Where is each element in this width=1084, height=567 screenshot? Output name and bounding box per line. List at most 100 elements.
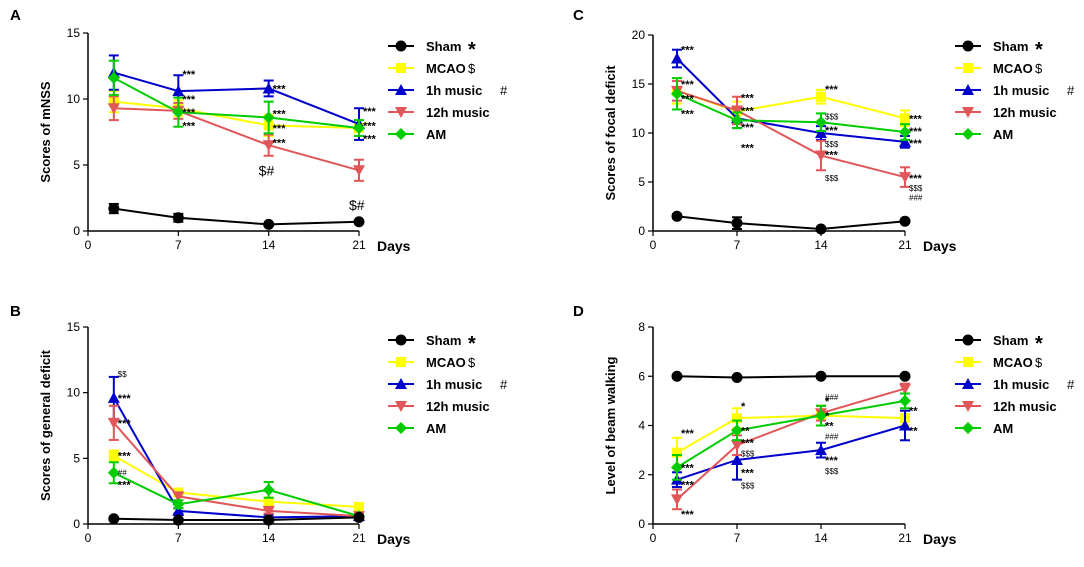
y-tick-label: 0 <box>73 224 80 238</box>
y-tick-label: 5 <box>638 175 645 189</box>
y-tick-label: 0 <box>638 517 645 531</box>
data-point <box>899 383 911 395</box>
data-point <box>900 113 910 124</box>
x-tick-label: 7 <box>734 531 741 545</box>
significance-mark: ** <box>909 406 918 418</box>
significance-mark: *** <box>363 120 377 132</box>
series-line <box>113 100 360 130</box>
series-12h-music <box>671 382 911 511</box>
legend-marker <box>963 63 973 73</box>
data-point <box>172 212 184 224</box>
data-point <box>815 370 827 382</box>
significance-mark: *** <box>118 393 132 405</box>
legend-marker <box>395 84 407 95</box>
y-tick-label: 15 <box>67 26 81 40</box>
significance-mark: $# <box>259 163 275 179</box>
data-point <box>172 106 185 119</box>
legend-marker <box>395 422 407 434</box>
x-tick-label: 7 <box>734 238 741 252</box>
data-point <box>262 82 275 94</box>
data-point <box>172 491 185 503</box>
significance-mark: *** <box>182 94 196 106</box>
significance-mark: *** <box>273 123 287 135</box>
x-tick-label: 14 <box>262 238 276 252</box>
series-mcao <box>672 404 910 469</box>
y-tick-label: 15 <box>632 77 646 91</box>
data-point <box>262 140 275 152</box>
data-point <box>353 165 365 177</box>
legend-label: MCAO <box>993 355 1033 370</box>
data-point <box>731 217 743 229</box>
x-tick-label: 14 <box>814 531 828 545</box>
legend-marker <box>395 128 407 140</box>
x-axis-label: Days <box>923 238 957 254</box>
data-point <box>815 116 827 129</box>
y-axis-label: Level of beam walking <box>603 356 618 494</box>
data-point <box>172 504 185 516</box>
significance-annotations: ************************$#*********$# <box>182 69 376 213</box>
series-line <box>676 57 906 143</box>
x-tick-label: 7 <box>175 531 182 545</box>
data-point <box>671 461 683 474</box>
y-tick-label: 5 <box>73 451 80 465</box>
x-tick-label: 0 <box>85 238 92 252</box>
data-point <box>731 114 743 127</box>
legend-label: Sham <box>993 333 1028 348</box>
significance-mark: *** <box>825 150 839 162</box>
significance-mark: *** <box>681 79 695 91</box>
legend-significance-symbol: $ <box>468 355 476 370</box>
series-line <box>113 207 360 226</box>
series-sham <box>671 370 911 383</box>
significance-mark: *** <box>909 113 923 125</box>
data-point <box>899 172 911 184</box>
legend-marker <box>962 378 974 389</box>
legend: Sham *MCAO $1h music #12h music AM <box>388 333 508 436</box>
series-line <box>676 215 906 231</box>
data-point <box>815 409 827 422</box>
significance-mark: ** <box>741 425 750 437</box>
legend-marker <box>396 357 406 367</box>
significance-annotations: ******************$$$***$$$*###***###***… <box>681 393 918 521</box>
significance-mark: *** <box>118 480 132 492</box>
data-point <box>671 52 683 64</box>
significance-mark: *** <box>825 125 839 137</box>
series-1h-music <box>107 375 365 523</box>
series-am <box>671 392 911 481</box>
y-tick-label: 4 <box>638 419 645 433</box>
data-point <box>671 370 683 382</box>
data-point <box>172 514 184 526</box>
x-tick-label: 0 <box>650 531 657 545</box>
significance-mark: *** <box>273 83 287 95</box>
significance-mark: ** <box>909 425 918 437</box>
significance-mark: *** <box>909 173 923 185</box>
series-am <box>671 77 911 141</box>
significance-annotations: $$ *** *** *** ## *** <box>118 370 132 492</box>
significance-mark: *** <box>741 105 755 117</box>
data-point <box>731 453 743 465</box>
data-point <box>899 419 911 431</box>
legend-label: 1h music <box>993 83 1049 98</box>
x-tick-label: 21 <box>898 238 912 252</box>
legend-label: AM <box>426 127 446 142</box>
legend-label: AM <box>993 127 1013 142</box>
data-point <box>107 466 120 479</box>
legend-label: 12h music <box>993 399 1057 414</box>
data-point <box>899 126 911 139</box>
series-sham <box>108 511 365 526</box>
data-point <box>172 498 185 511</box>
data-point <box>671 494 683 506</box>
significance-mark: *** <box>182 107 196 119</box>
legend-label: MCAO <box>993 61 1033 76</box>
significance-mark: * <box>741 401 746 413</box>
y-tick-label: 6 <box>638 369 645 383</box>
data-point <box>262 483 275 496</box>
significance-mark: * <box>825 411 830 423</box>
x-tick-label: 0 <box>85 531 92 545</box>
data-point <box>671 210 683 222</box>
series-line <box>113 71 360 126</box>
legend-marker <box>395 378 407 389</box>
legend-label: 1h music <box>993 377 1049 392</box>
legend: Sham *MCAO $1h music #12h music AM <box>388 39 508 142</box>
